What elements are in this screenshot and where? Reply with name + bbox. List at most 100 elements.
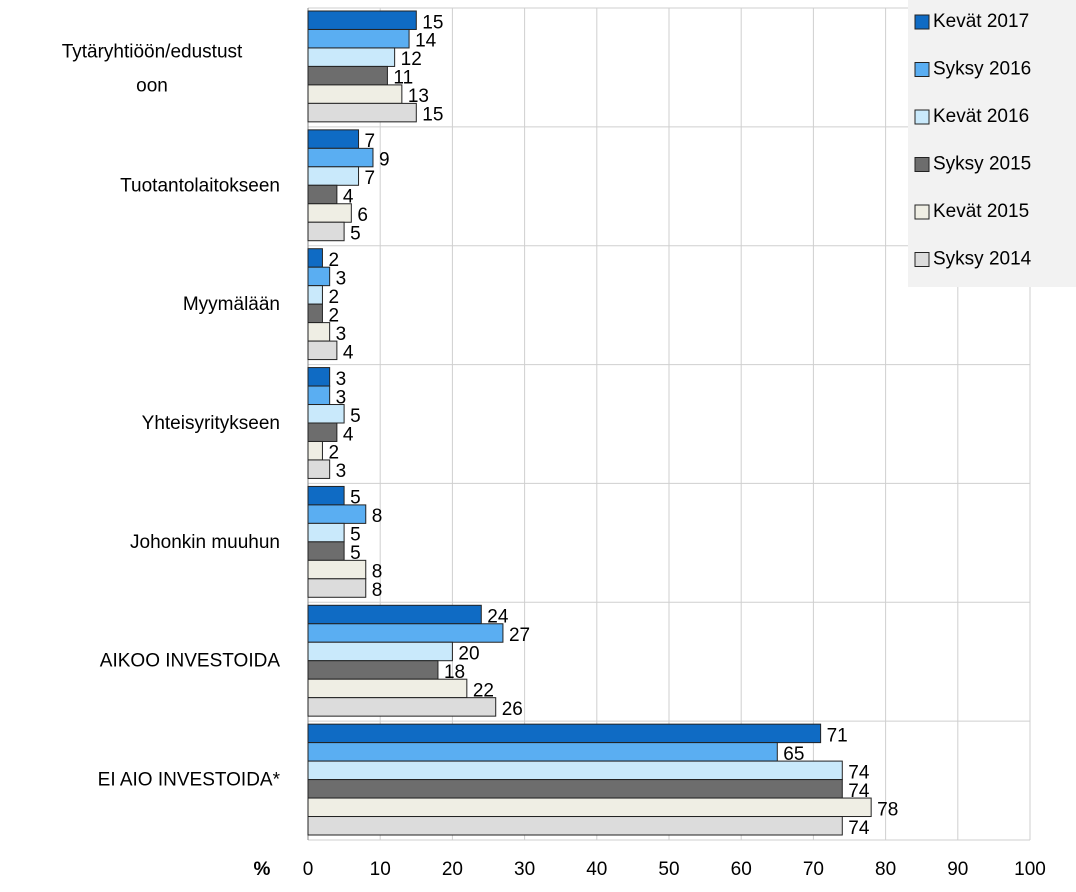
- data-label: 5: [350, 223, 361, 244]
- data-label: 5: [350, 543, 361, 564]
- legend-swatch: [914, 62, 930, 77]
- bar: [307, 404, 345, 424]
- bar: [307, 660, 439, 680]
- data-label: 4: [343, 424, 354, 445]
- data-label: 27: [509, 625, 530, 646]
- legend-label: Syksy 2014: [933, 249, 1032, 270]
- data-label: 2: [328, 250, 339, 271]
- data-label: 7: [365, 131, 376, 152]
- data-label: 74: [848, 818, 870, 839]
- bar: [307, 340, 338, 361]
- bar: [307, 129, 360, 149]
- bar: [307, 641, 453, 662]
- bar: [307, 303, 323, 324]
- bar: [307, 485, 345, 506]
- bar: [307, 266, 331, 287]
- data-label: 15: [422, 12, 443, 33]
- legend-swatch: [914, 252, 930, 267]
- bar: [307, 459, 331, 479]
- y-tick-label: EI AIO INVESTOIDA*: [98, 770, 281, 791]
- bar: [307, 28, 410, 49]
- bar: [307, 440, 323, 461]
- legend-swatch: [914, 109, 930, 125]
- data-label: 20: [458, 643, 479, 664]
- y-tick-label: Myymälään: [183, 294, 280, 315]
- data-label: 8: [372, 562, 383, 583]
- bar: [307, 723, 822, 744]
- x-tick-label: 10: [370, 859, 391, 880]
- data-label: 9: [379, 150, 390, 171]
- y-tick-label: Tuotantolaitokseen: [120, 175, 280, 196]
- bar: [307, 578, 367, 598]
- data-label: 3: [336, 387, 347, 408]
- x-tick-label: 0: [303, 859, 314, 880]
- bar: [307, 504, 367, 524]
- bar: [307, 541, 345, 561]
- legend-label: Kevät 2017: [933, 11, 1029, 32]
- data-label: 22: [473, 680, 494, 701]
- legend-label: Syksy 2016: [933, 59, 1031, 80]
- legend-swatch: [914, 204, 930, 220]
- bar: [307, 84, 403, 104]
- bar: [307, 102, 417, 123]
- bar: [307, 742, 778, 762]
- data-label: 65: [783, 744, 804, 765]
- data-label: 74: [848, 762, 870, 783]
- legend-swatch: [914, 14, 930, 30]
- data-label: 26: [502, 699, 523, 720]
- x-tick-label: 40: [586, 859, 607, 880]
- x-axis-label: %: [254, 859, 271, 880]
- bar: [307, 678, 468, 699]
- legend-box: [908, 0, 1076, 287]
- x-tick-label: 70: [803, 859, 824, 880]
- bar: [307, 559, 367, 580]
- data-label: 6: [357, 205, 368, 226]
- data-label: 3: [336, 268, 347, 289]
- x-tick-label: 50: [658, 859, 679, 880]
- data-label: 5: [350, 406, 361, 427]
- bar: [307, 522, 345, 543]
- data-label: 78: [877, 799, 898, 820]
- data-label: 2: [328, 287, 339, 308]
- legend-label: Kevät 2015: [933, 201, 1029, 222]
- x-tick-label: 100: [1014, 859, 1046, 880]
- data-label: 3: [336, 461, 347, 482]
- data-label: 11: [393, 68, 413, 89]
- x-tick-label: 60: [731, 859, 752, 880]
- bar: [307, 203, 352, 223]
- data-label: 15: [422, 105, 443, 126]
- legend-swatch: [914, 157, 930, 172]
- y-tick-label: Johonkin muuhun: [130, 532, 280, 553]
- bar: [307, 221, 345, 242]
- data-label: 71: [827, 725, 848, 746]
- bar: [307, 47, 396, 67]
- data-label: 18: [444, 662, 465, 683]
- bar: [307, 65, 388, 86]
- bar: [307, 385, 331, 406]
- data-label: 5: [350, 525, 361, 546]
- x-tick-label: 90: [947, 859, 968, 880]
- bar: [307, 604, 482, 625]
- bar: [307, 367, 331, 387]
- bar: [307, 422, 338, 442]
- data-label: 14: [415, 31, 437, 52]
- x-tick-label: 20: [442, 859, 463, 880]
- data-label: 2: [328, 443, 339, 464]
- bar: [307, 166, 360, 186]
- x-tick-label: 30: [514, 859, 535, 880]
- data-label: 2: [328, 305, 339, 326]
- data-label: 8: [372, 506, 383, 527]
- data-label: 5: [350, 488, 361, 509]
- bar: [307, 285, 323, 305]
- bar: [307, 184, 338, 205]
- bar: [307, 779, 843, 799]
- data-label: 7: [365, 168, 376, 189]
- data-label: 8: [372, 580, 383, 601]
- bar: [307, 760, 843, 781]
- data-label: 74: [848, 781, 870, 802]
- bar: [307, 322, 331, 342]
- bar: [307, 697, 497, 717]
- y-tick-label: Tytäryhtiöön/edustust oon: [62, 41, 243, 96]
- bar: [307, 816, 843, 836]
